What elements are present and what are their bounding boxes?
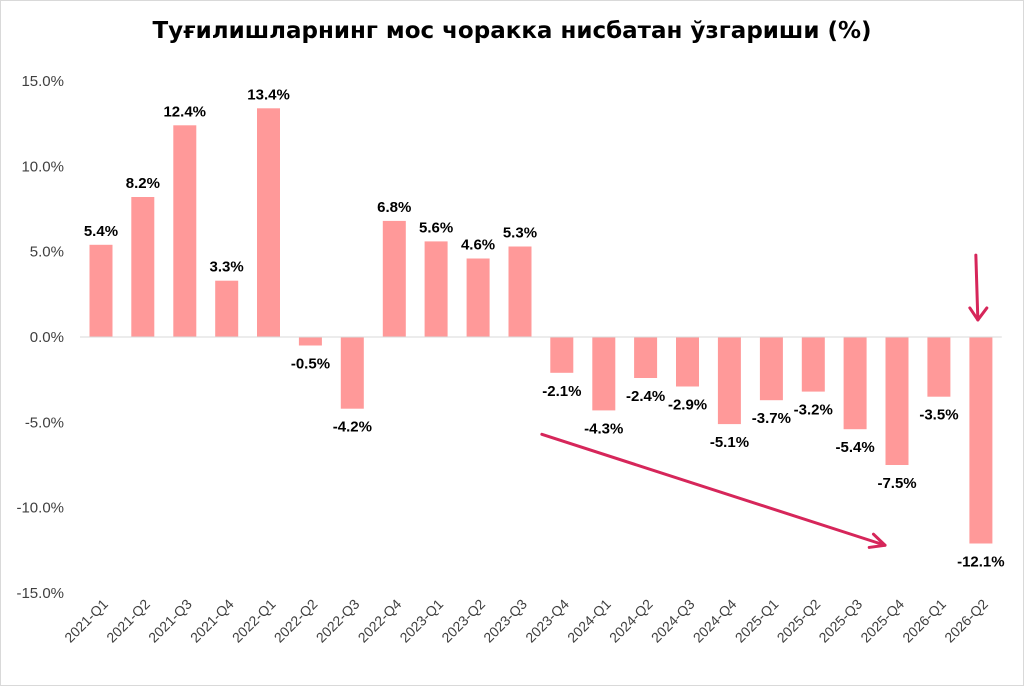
data-label: 4.6% xyxy=(461,237,495,254)
data-label: -3.7% xyxy=(752,410,791,427)
data-label: -12.1% xyxy=(957,554,1005,571)
bar-2025-q3 xyxy=(843,337,867,430)
data-label: -2.1% xyxy=(542,383,581,400)
data-label: -7.5% xyxy=(877,475,916,492)
bar-2024-q4 xyxy=(717,337,741,425)
y-tick-label: 15.0% xyxy=(21,73,64,90)
x-tick-label: 2023-Q3 xyxy=(480,596,530,646)
x-tick-label: 2022-Q2 xyxy=(271,596,321,646)
data-label: -4.2% xyxy=(333,419,372,436)
data-label: 5.4% xyxy=(84,223,118,240)
bar-2023-q3 xyxy=(508,246,532,337)
data-label: -5.1% xyxy=(710,434,749,451)
data-label: -0.5% xyxy=(291,356,330,373)
x-tick-label: 2021-Q3 xyxy=(145,596,195,646)
down-arrow-line xyxy=(974,253,980,322)
x-tick-label: 2023-Q4 xyxy=(522,596,572,646)
bar-2021-q1 xyxy=(89,244,113,337)
chart-title: Туғилишларнинг мос чоракка нисбатан ўзга… xyxy=(152,18,872,44)
x-tick-label: 2026-Q1 xyxy=(899,596,949,646)
x-tick-label: 2024-Q3 xyxy=(648,596,698,646)
bar-2021-q4 xyxy=(215,280,239,337)
bar-2024-q2 xyxy=(634,337,658,378)
data-label: 6.8% xyxy=(377,199,411,216)
y-tick-label: -10.0% xyxy=(16,500,64,517)
y-tick-label: -5.0% xyxy=(25,414,64,431)
x-tick-label: 2025-Q1 xyxy=(732,596,782,646)
x-tick-label: 2023-Q2 xyxy=(438,596,488,646)
x-tick-label: 2026-Q2 xyxy=(941,596,991,646)
x-tick-label: 2021-Q4 xyxy=(187,596,237,646)
bar-2023-q1 xyxy=(424,241,448,337)
data-label: -4.3% xyxy=(584,420,623,437)
y-tick-label: -15.0% xyxy=(16,585,64,602)
y-tick-label: 5.0% xyxy=(30,244,64,261)
bar-2025-q4 xyxy=(885,337,909,465)
bar-2022-q2 xyxy=(298,337,322,346)
data-label: 3.3% xyxy=(210,259,244,276)
x-tick-label: 2025-Q4 xyxy=(857,596,907,646)
trend-arrow-line xyxy=(540,432,887,547)
bar-2024-q3 xyxy=(676,337,699,387)
bar-2021-q3 xyxy=(173,125,197,337)
bar-2026-q1 xyxy=(927,337,951,397)
bar-2025-q2 xyxy=(801,337,825,392)
y-tick-label: 0.0% xyxy=(30,329,64,346)
bar-2022-q3 xyxy=(340,337,364,409)
data-label: 5.6% xyxy=(419,219,453,236)
data-label: 13.4% xyxy=(247,86,290,103)
data-label: 8.2% xyxy=(126,175,160,192)
x-tick-label: 2023-Q1 xyxy=(396,596,446,646)
x-tick-label: 2022-Q3 xyxy=(313,596,363,646)
x-tick-label: 2022-Q4 xyxy=(355,596,405,646)
x-tick-label: 2021-Q1 xyxy=(61,596,111,646)
trend-arrow-head xyxy=(867,532,887,549)
x-tick-label: 2021-Q2 xyxy=(103,596,153,646)
bar-2021-q2 xyxy=(131,197,155,337)
bar-2022-q4 xyxy=(382,220,406,337)
x-tick-label: 2024-Q2 xyxy=(606,596,656,646)
data-label: -3.2% xyxy=(794,402,833,419)
data-label: -3.5% xyxy=(919,407,958,424)
data-label: -5.4% xyxy=(836,439,875,456)
data-label: -2.4% xyxy=(626,388,665,405)
bar-2023-q4 xyxy=(550,337,574,373)
data-label: 5.3% xyxy=(503,225,537,242)
bar-2026-q2 xyxy=(969,337,993,544)
x-tick-label: 2024-Q4 xyxy=(690,596,740,646)
bar-2024-q1 xyxy=(592,337,616,411)
bar-2023-q2 xyxy=(466,258,490,337)
x-tick-label: 2025-Q3 xyxy=(815,596,865,646)
x-tick-label: 2025-Q2 xyxy=(774,596,824,646)
bar-2025-q1 xyxy=(759,337,783,401)
data-label: 12.4% xyxy=(163,103,206,120)
x-tick-label: 2022-Q1 xyxy=(229,596,279,646)
y-tick-label: 10.0% xyxy=(21,158,64,175)
data-label: -2.9% xyxy=(668,397,707,414)
down-arrow-head xyxy=(968,306,989,322)
bar-2022-q1 xyxy=(257,108,280,337)
x-tick-label: 2024-Q1 xyxy=(564,596,614,646)
